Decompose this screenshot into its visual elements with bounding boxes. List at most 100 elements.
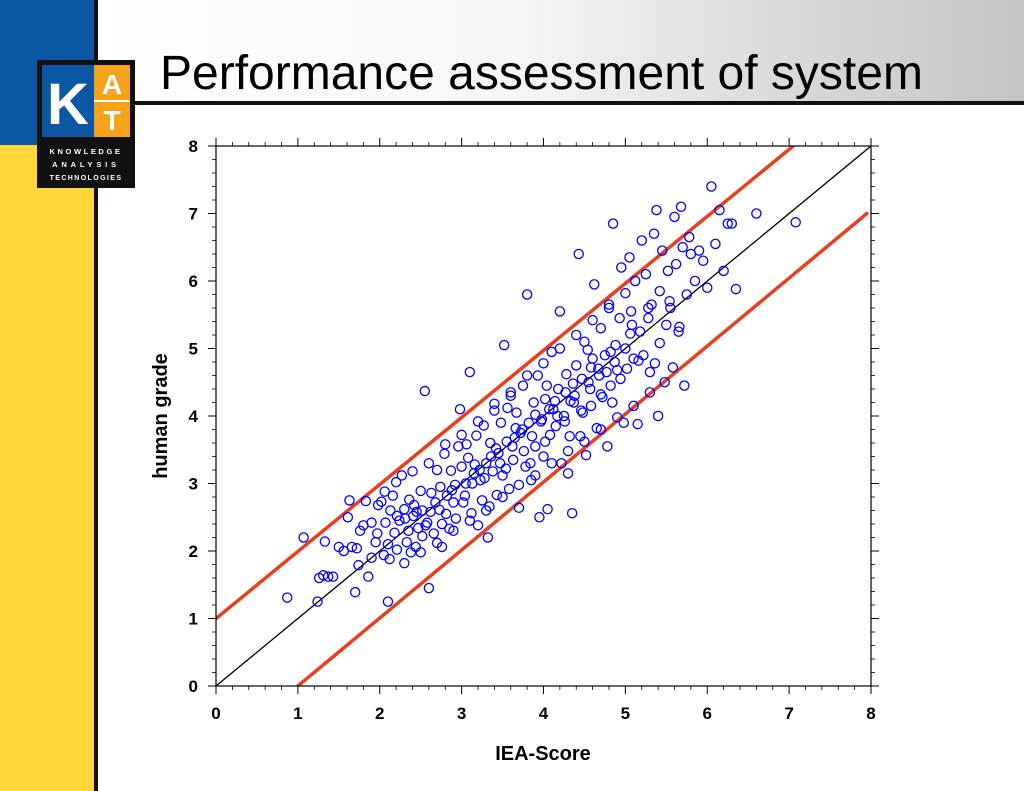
- data-point: [344, 495, 355, 506]
- axis-tick-labels: 0 1 2 3 4 5 6 7 8 0 1 2 3 4 5 6 7 8: [189, 137, 876, 723]
- data-point: [391, 544, 403, 555]
- data-point: [417, 505, 428, 516]
- data-point: [636, 235, 648, 246]
- data-point: [665, 302, 676, 314]
- data-point: [498, 339, 510, 351]
- data-point: [654, 285, 666, 297]
- data-point: [521, 370, 533, 381]
- data-point: [661, 319, 672, 331]
- data-point: [561, 368, 572, 380]
- data-point: [575, 405, 587, 416]
- data-point: [353, 559, 364, 571]
- y-tick-label: 4: [189, 407, 199, 426]
- data-point: [582, 344, 593, 356]
- data-point: [497, 470, 508, 481]
- data-point: [651, 204, 662, 216]
- data-point: [683, 231, 695, 243]
- data-point: [372, 499, 384, 511]
- data-point: [523, 417, 535, 428]
- data-point: [625, 306, 637, 317]
- data-point: [595, 322, 607, 334]
- kat-logo-graphic: K A T KNOWLEDGE ANALYSIS TECHNOLOGIES: [42, 65, 130, 182]
- data-point: [544, 429, 556, 441]
- data-point: [450, 513, 462, 524]
- data-point: [399, 513, 411, 524]
- data-point: [503, 483, 515, 495]
- data-point: [618, 417, 629, 428]
- x-tick-label: 0: [211, 704, 220, 723]
- vertical-divider: [94, 0, 98, 791]
- data-point: [534, 512, 545, 523]
- x-tick-label: 1: [293, 704, 302, 723]
- data-point: [587, 314, 598, 326]
- data-point: [790, 217, 801, 228]
- data-point: [681, 289, 693, 300]
- data-point: [568, 397, 580, 408]
- data-point: [435, 481, 446, 493]
- data-point: [670, 258, 682, 270]
- data-point: [589, 279, 600, 290]
- data-point: [412, 522, 424, 534]
- y-tick-label: 2: [189, 542, 198, 561]
- x-tick-label: 2: [375, 704, 384, 723]
- data-point: [407, 466, 418, 477]
- data-point: [632, 418, 643, 430]
- data-point: [648, 228, 660, 239]
- data-point: [338, 545, 349, 557]
- data-point: [507, 454, 519, 466]
- data-point: [669, 211, 680, 223]
- data-point: [603, 299, 615, 310]
- data-point: [517, 380, 529, 391]
- data-point: [571, 329, 582, 341]
- data-point: [560, 387, 571, 398]
- data-point: [722, 218, 733, 229]
- data-point: [583, 376, 594, 388]
- data-point: [461, 439, 472, 450]
- logo-t-panel: [94, 101, 130, 137]
- data-point: [599, 349, 611, 361]
- data-point: [460, 478, 471, 489]
- data-point: [689, 275, 701, 287]
- data-point: [399, 557, 410, 569]
- data-point: [497, 491, 508, 503]
- data-point: [677, 241, 688, 253]
- data-point: [472, 520, 484, 531]
- y-tick-label: 1: [189, 610, 198, 629]
- data-point: [549, 395, 561, 407]
- data-point: [621, 363, 633, 374]
- data-point: [538, 358, 549, 369]
- data-point: [410, 541, 422, 553]
- data-point: [505, 387, 516, 398]
- data-point: [449, 479, 461, 491]
- data-point: [436, 518, 448, 530]
- data-point: [620, 343, 631, 354]
- x-tick-label: 4: [539, 704, 549, 723]
- logo-letter-t: T: [103, 105, 120, 136]
- data-point: [419, 385, 431, 397]
- data-point: [652, 410, 664, 422]
- data-point: [382, 596, 394, 607]
- data-point: [500, 463, 512, 474]
- data-point: [484, 501, 495, 512]
- data-point: [579, 436, 590, 447]
- axis-ticks: [208, 138, 879, 694]
- data-point: [585, 400, 597, 412]
- data-point: [423, 457, 435, 469]
- data-point: [550, 420, 562, 432]
- data-point: [597, 391, 608, 403]
- data-point: [564, 430, 575, 442]
- data-point: [649, 358, 661, 369]
- data-point: [511, 407, 522, 418]
- data-point: [710, 238, 721, 250]
- data-point: [730, 283, 742, 295]
- data-point: [679, 380, 690, 391]
- y-tick-label: 3: [189, 475, 198, 494]
- logo-a-panel: [94, 65, 130, 101]
- data-point: [538, 451, 549, 462]
- data-point: [505, 390, 516, 401]
- data-point: [526, 430, 538, 442]
- data-point: [601, 366, 612, 378]
- data-point: [431, 464, 443, 476]
- data-point: [439, 448, 450, 460]
- data-point: [411, 506, 422, 518]
